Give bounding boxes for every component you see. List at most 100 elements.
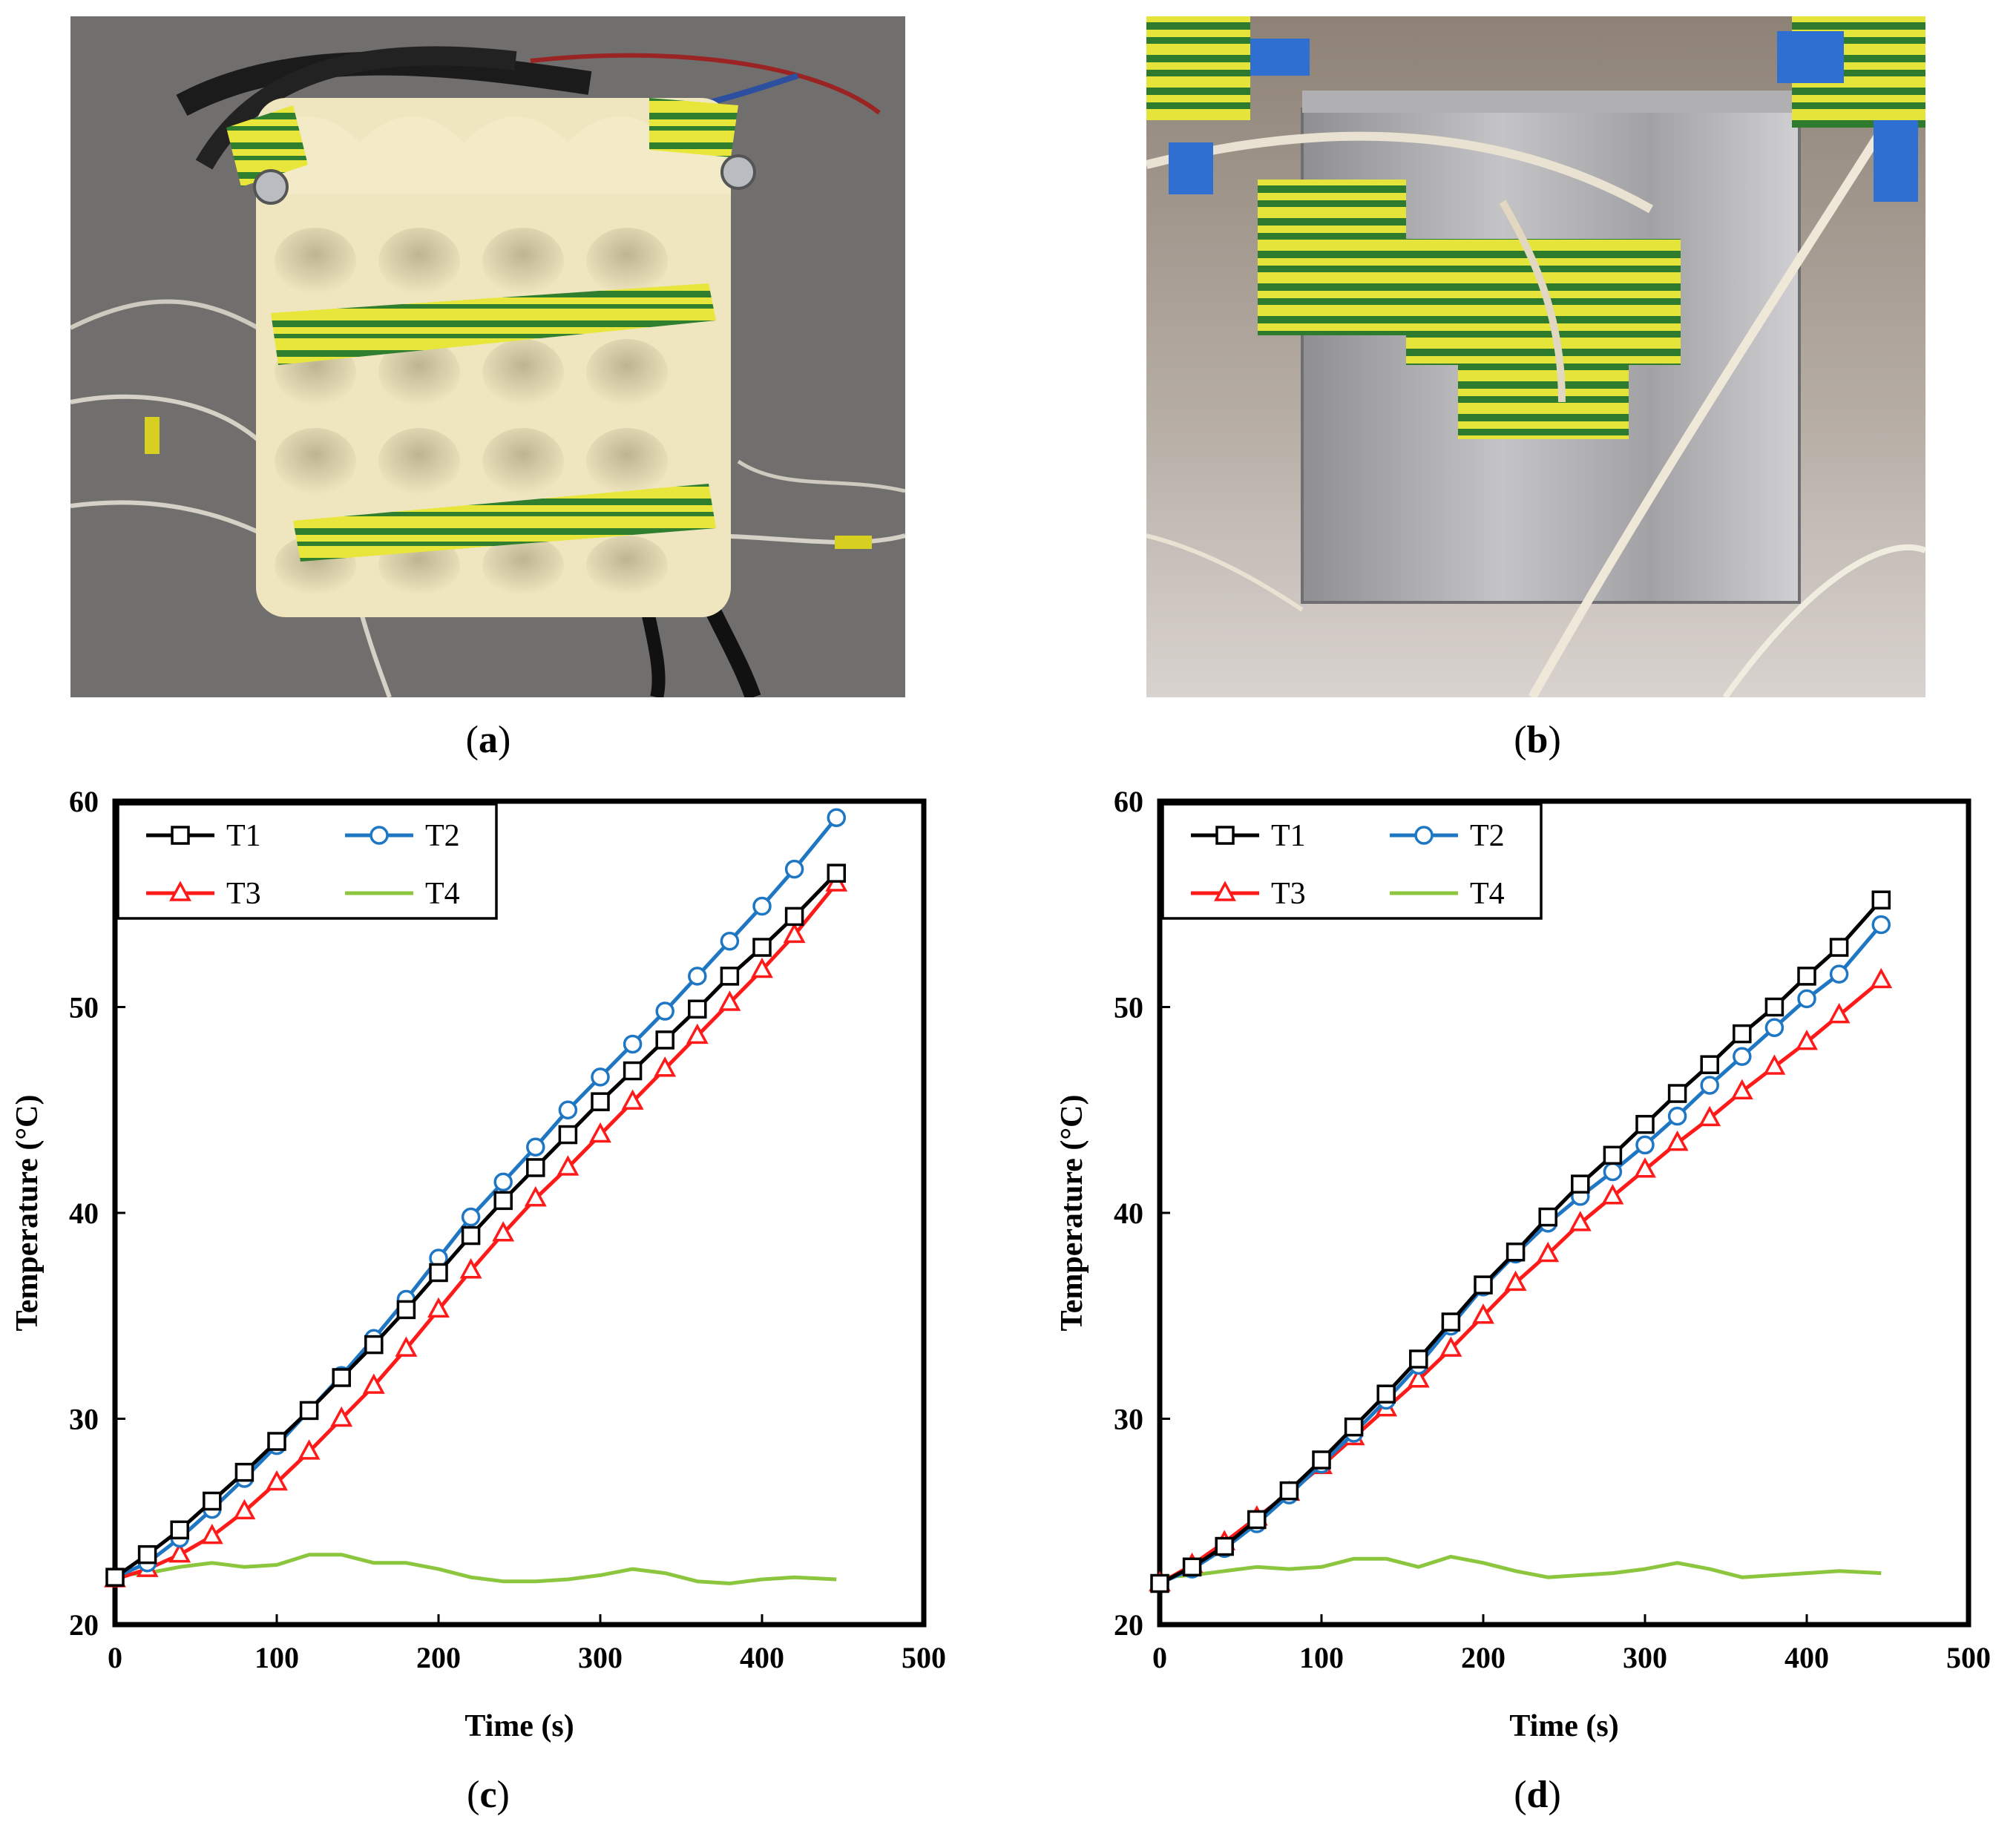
data-point-t3 [395, 1336, 418, 1357]
y-tick-label: 30 [69, 1403, 99, 1436]
data-point-t3 [266, 1470, 288, 1491]
chart-d-svg: 0 100 200 300 400 500 20 30 40 50 60 Time (s) Temper… [1055, 785, 1991, 1743]
x-tick-label: 0 [1152, 1641, 1167, 1674]
data-point-t2 [1635, 1135, 1655, 1155]
caption-d: (d) [1514, 1774, 1561, 1816]
data-point-t3 [1601, 1184, 1624, 1205]
y-tick-label: 40 [1114, 1197, 1143, 1230]
y-tick-label: 20 [69, 1608, 99, 1642]
data-point-t1 [1871, 890, 1891, 909]
data-point-t3 [1439, 1336, 1462, 1357]
clamp-tape-left [1146, 16, 1250, 120]
chart-c: 0 100 200 300 400 500 20 30 40 50 60 Time (s) Temper… [0, 772, 979, 1773]
data-point-t1 [1215, 1536, 1234, 1556]
data-point-t3 [1698, 1105, 1721, 1127]
chart-c-svg: 0 100 200 300 400 500 20 30 40 50 60 Time (s) Temper… [10, 785, 946, 1743]
data-point-t3 [200, 1524, 223, 1544]
legend: T1 T2 T3 T4 [1161, 803, 1543, 920]
data-point-t1 [267, 1432, 286, 1451]
foam-egg-crate [275, 228, 668, 595]
x-tick-label: 500 [902, 1641, 946, 1674]
data-point-t3 [524, 1185, 547, 1207]
y-tick-label: 40 [69, 1197, 99, 1230]
data-point-t2 [1667, 1106, 1687, 1126]
caption-a-letter: a [479, 719, 498, 761]
data-point-t2 [1871, 915, 1891, 935]
legend-marker-t1 [1215, 826, 1235, 845]
y-axis-title: Temperature (°C) [10, 1095, 45, 1332]
data-point-t1 [1506, 1242, 1526, 1262]
data-point-t3 [1472, 1303, 1494, 1324]
data-point-t1 [591, 1092, 610, 1111]
data-point-t1 [1247, 1510, 1267, 1530]
legend-label-t1: T1 [226, 819, 261, 853]
data-point-t1 [1312, 1450, 1331, 1470]
x-tick-label: 400 [1784, 1641, 1829, 1674]
data-point-t1 [429, 1263, 448, 1283]
x-tick-label: 400 [740, 1641, 784, 1674]
data-point-t3 [621, 1089, 644, 1110]
caption-d-letter: d [1526, 1774, 1549, 1816]
data-point-t3 [1407, 1367, 1430, 1388]
data-point-t1 [1441, 1312, 1461, 1332]
data-point-t1 [170, 1520, 189, 1540]
y-tick-label: 60 [69, 785, 99, 818]
series-t1 [105, 863, 847, 1587]
y-tick-label: 30 [1114, 1403, 1143, 1436]
red-wire [530, 53, 881, 115]
data-point-t1 [1797, 967, 1816, 986]
x-tick-label: 200 [416, 1641, 461, 1674]
data-point-t3 [168, 1542, 191, 1563]
data-point-t3 [427, 1297, 450, 1318]
data-point-t3 [718, 990, 741, 1011]
data-point-t1 [1733, 1024, 1752, 1044]
x-tick-label: 100 [255, 1641, 299, 1674]
data-point-t1 [1667, 1084, 1687, 1103]
data-point-t2 [1733, 1047, 1752, 1066]
data-point-t3 [1796, 1030, 1818, 1050]
data-point-t1 [1150, 1573, 1169, 1593]
data-point-t1 [526, 1158, 545, 1177]
caption-b-letter: b [1526, 719, 1549, 761]
data-point-t1 [752, 938, 772, 957]
data-point-t3 [589, 1122, 611, 1143]
data-point-t1 [1700, 1055, 1719, 1074]
photo-b-illustration [1146, 16, 1925, 697]
caption-c: (c) [467, 1774, 510, 1816]
data-point-t3 [1537, 1241, 1560, 1263]
data-point-t1 [784, 907, 804, 927]
data-point-t3 [686, 1023, 709, 1044]
data-point-t3 [298, 1439, 321, 1460]
data-point-t3 [1763, 1054, 1786, 1075]
data-point-t1 [720, 967, 740, 986]
data-point-t1 [1409, 1349, 1428, 1369]
tape-band-upper [271, 283, 716, 365]
data-point-t1 [1829, 938, 1849, 957]
photo-foam-insulated-module [70, 16, 905, 697]
data-point-t1 [1571, 1174, 1590, 1194]
y-axis-title: Temperature (°C) [1055, 1095, 1089, 1332]
data-point-t2 [526, 1137, 545, 1157]
data-point-t1 [1182, 1557, 1202, 1577]
x-tick-label: 300 [578, 1641, 623, 1674]
data-point-t1 [203, 1491, 222, 1511]
legend-label-t4: T4 [1470, 877, 1505, 911]
data-point-t3 [751, 957, 773, 978]
data-point-t2 [720, 931, 740, 951]
data-point-t3 [1504, 1270, 1527, 1292]
legend-label-t3: T3 [1271, 877, 1306, 911]
y-tick-label: 50 [69, 991, 99, 1024]
legend-marker-t1 [171, 826, 190, 845]
data-point-t2 [752, 896, 772, 916]
data-point-t1 [493, 1191, 513, 1211]
data-point-t2 [655, 1001, 674, 1021]
data-point-t2 [1603, 1162, 1623, 1182]
data-point-t2 [623, 1034, 643, 1054]
data-point-t3 [1730, 1079, 1753, 1100]
tape-patch-left [1258, 180, 1406, 335]
legend-marker-t3 [1214, 881, 1236, 901]
legend-marker-t2 [1414, 826, 1434, 845]
data-point-t3 [330, 1406, 353, 1427]
data-point-t3 [492, 1221, 515, 1242]
series-t1 [1150, 890, 1891, 1593]
